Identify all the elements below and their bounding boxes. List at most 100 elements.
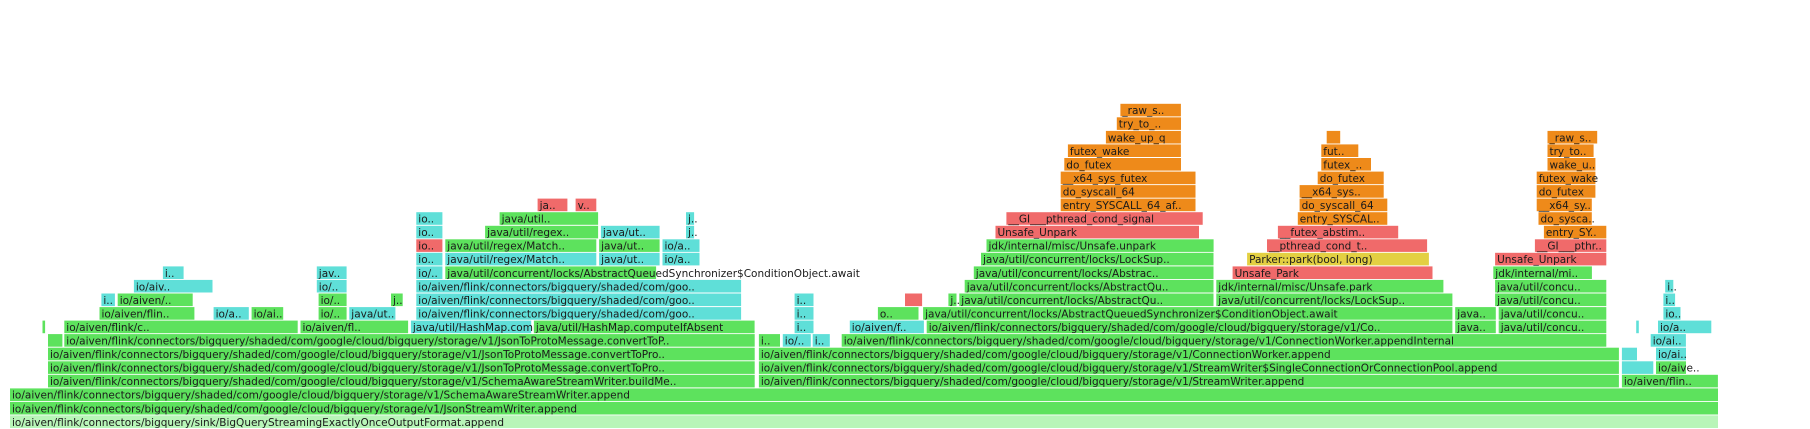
- flame-frame[interactable]: do_syscall_64: [1060, 185, 1196, 199]
- flame-frame[interactable]: __GI___pthread_cond_signal: [1006, 212, 1203, 226]
- frame-rect[interactable]: [923, 307, 1453, 320]
- frame-rect[interactable]: [1060, 185, 1196, 198]
- flame-frame[interactable]: io/aiv..: [133, 279, 213, 293]
- frame-rect[interactable]: [10, 388, 1718, 401]
- flame-frame[interactable]: io..: [1663, 307, 1681, 320]
- flame-frame[interactable]: [42, 320, 46, 334]
- flame-frame[interactable]: v..: [575, 198, 597, 212]
- frame-rect[interactable]: [1663, 307, 1681, 320]
- flame-frame[interactable]: jdk/internal/mi..: [1493, 266, 1592, 280]
- flame-frame[interactable]: io/aiven/flink/connectors/bigquery/shade…: [10, 388, 1718, 402]
- frame-rect[interactable]: [318, 307, 347, 320]
- flame-frame[interactable]: ja..: [537, 198, 568, 212]
- frame-rect[interactable]: [316, 279, 347, 293]
- frame-rect[interactable]: [1663, 293, 1676, 307]
- flame-frame[interactable]: io/aiven/flink/connectors/bigquery/sink/…: [10, 415, 1718, 429]
- flame-frame[interactable]: io/aiven/..: [117, 293, 193, 307]
- frame-rect[interactable]: [794, 307, 814, 320]
- flame-frame[interactable]: io/aiven/flink/c..: [64, 320, 298, 334]
- frame-rect[interactable]: [1665, 279, 1674, 293]
- flame-frame[interactable]: io/aive..: [1656, 361, 1700, 375]
- flame-frame[interactable]: __x64_sy..: [1536, 198, 1592, 212]
- flame-frame[interactable]: java/util/concurrent/locks/AbstractQu..: [964, 279, 1214, 293]
- flame-frame[interactable]: o..: [877, 307, 919, 320]
- flame-frame[interactable]: wake_u..: [1547, 158, 1596, 171]
- frame-rect[interactable]: [1105, 130, 1181, 144]
- flame-frame[interactable]: io/aiven/f..: [849, 320, 924, 334]
- flame-frame[interactable]: io..: [416, 212, 443, 226]
- frame-rect[interactable]: [1536, 198, 1592, 212]
- flame-frame[interactable]: jdk/internal/misc/Unsafe.park: [1216, 279, 1444, 293]
- frame-rect[interactable]: [1120, 103, 1181, 117]
- flame-frame[interactable]: do_futex: [1064, 158, 1181, 171]
- frame-rect[interactable]: [905, 293, 923, 307]
- frame-rect[interactable]: [841, 334, 1607, 347]
- frame-rect[interactable]: [1297, 212, 1388, 225]
- frame-rect[interactable]: [1299, 185, 1384, 198]
- flame-frame[interactable]: i..: [162, 266, 184, 280]
- flame-frame[interactable]: java/util/HashMap.computeIfAbsent: [533, 320, 755, 334]
- frame-rect[interactable]: [133, 279, 213, 293]
- frame-rect[interactable]: [162, 266, 184, 279]
- flame-frame[interactable]: io..: [416, 225, 443, 239]
- flame-frame[interactable]: j..: [686, 225, 698, 239]
- frame-rect[interactable]: [1321, 158, 1371, 171]
- flame-frame[interactable]: do_sysca..: [1538, 212, 1595, 226]
- flame-frame[interactable]: [1621, 347, 1637, 361]
- flame-frame[interactable]: _raw_s..: [1547, 130, 1598, 144]
- frame-rect[interactable]: [1658, 320, 1712, 334]
- flame-frame[interactable]: [48, 334, 63, 347]
- flame-frame[interactable]: java/ut..: [599, 252, 660, 266]
- frame-rect[interactable]: [1216, 279, 1444, 293]
- frame-rect[interactable]: [1621, 347, 1637, 361]
- frame-rect[interactable]: [662, 239, 700, 252]
- frame-rect[interactable]: [1498, 307, 1607, 320]
- flame-frame[interactable]: java/util..: [499, 212, 599, 226]
- frame-rect[interactable]: [318, 293, 347, 307]
- frame-rect[interactable]: [662, 252, 700, 266]
- flame-frame[interactable]: futex_wake: [1067, 144, 1181, 158]
- flame-frame[interactable]: java/util/concurrent/locks/AbstractQueue…: [923, 307, 1453, 320]
- frame-rect[interactable]: [1455, 307, 1496, 320]
- flame-frame[interactable]: io/aiven/flink/connectors/bigquery/shade…: [416, 279, 742, 293]
- frame-rect[interactable]: [948, 293, 957, 307]
- flame-frame[interactable]: do_futex: [1317, 171, 1384, 185]
- frame-rect[interactable]: [995, 225, 1200, 239]
- flame-frame[interactable]: java/util/concurrent/locks/LockSup..: [981, 252, 1214, 266]
- flame-frame[interactable]: Unsafe_Park: [1232, 266, 1433, 280]
- flame-frame[interactable]: io/..: [318, 293, 347, 307]
- flame-frame[interactable]: java/util/concu..: [1495, 279, 1607, 293]
- flame-frame[interactable]: io/aiven/flink/connectors/bigquery/shade…: [10, 401, 1718, 415]
- flame-frame[interactable]: __GI___pthr..: [1534, 239, 1607, 253]
- frame-rect[interactable]: [1656, 347, 1686, 361]
- flame-frame[interactable]: java/util/regex/Match..: [445, 239, 597, 253]
- flame-frame[interactable]: java/util/regex..: [485, 225, 599, 239]
- flame-frame[interactable]: io/a..: [662, 252, 700, 266]
- flame-frame[interactable]: io/..: [316, 279, 347, 293]
- frame-rect[interactable]: [416, 307, 742, 320]
- flame-frame[interactable]: entry_SYSCAL..: [1297, 212, 1388, 226]
- frame-rect[interactable]: [1267, 239, 1428, 252]
- flame-frame[interactable]: j..: [391, 293, 403, 307]
- frame-rect[interactable]: [758, 334, 780, 347]
- flame-frame[interactable]: Parker::park(bool, long): [1247, 252, 1429, 266]
- frame-rect[interactable]: [42, 320, 46, 334]
- flame-frame[interactable]: i..: [758, 334, 780, 348]
- flame-frame[interactable]: entry_SY..: [1543, 225, 1607, 239]
- frame-rect[interactable]: [485, 225, 599, 239]
- flame-frame[interactable]: io/a..: [1658, 320, 1712, 334]
- flame-frame[interactable]: io/..: [318, 307, 347, 320]
- frame-rect[interactable]: [1495, 279, 1607, 293]
- frame-rect[interactable]: [416, 279, 742, 293]
- flame-frame[interactable]: j..: [686, 212, 698, 226]
- flame-frame[interactable]: futex_..: [1321, 158, 1371, 171]
- frame-rect[interactable]: [1006, 212, 1203, 225]
- frame-rect[interactable]: [1650, 334, 1686, 347]
- frame-rect[interactable]: [10, 415, 1718, 428]
- frame-rect[interactable]: [1621, 374, 1718, 388]
- frame-rect[interactable]: [99, 307, 195, 320]
- frame-rect[interactable]: [1455, 320, 1496, 334]
- frame-rect[interactable]: [445, 252, 597, 266]
- flame-frame[interactable]: io/aiven/flink/connectors/bigquery/shade…: [64, 334, 755, 348]
- flame-frame[interactable]: [1621, 361, 1654, 374]
